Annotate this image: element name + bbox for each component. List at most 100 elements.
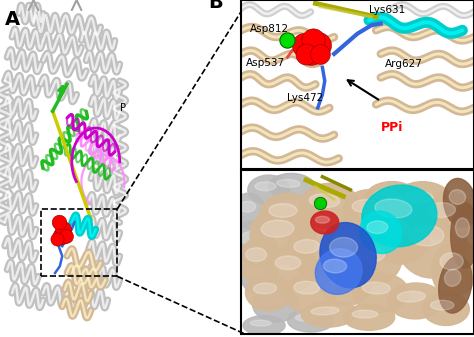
Point	[316, 200, 324, 206]
Ellipse shape	[269, 204, 297, 217]
Ellipse shape	[285, 229, 337, 275]
Ellipse shape	[246, 248, 266, 262]
Ellipse shape	[352, 200, 378, 212]
Ellipse shape	[375, 199, 412, 218]
Ellipse shape	[388, 283, 444, 319]
Text: Lys472: Lys472	[287, 93, 324, 103]
Ellipse shape	[379, 220, 410, 237]
Ellipse shape	[360, 211, 402, 253]
Ellipse shape	[320, 222, 376, 288]
Point	[316, 51, 324, 57]
Ellipse shape	[294, 240, 319, 253]
Ellipse shape	[343, 190, 395, 232]
Ellipse shape	[362, 185, 437, 247]
Text: Arg627: Arg627	[385, 59, 423, 69]
Ellipse shape	[456, 218, 469, 238]
Ellipse shape	[367, 221, 388, 234]
Ellipse shape	[250, 320, 271, 326]
Text: Asp812: Asp812	[250, 24, 289, 34]
Bar	[41, 209, 117, 276]
Text: Lys631: Lys631	[369, 5, 405, 16]
Point	[55, 220, 63, 225]
Ellipse shape	[445, 269, 461, 286]
Ellipse shape	[316, 216, 329, 223]
Ellipse shape	[260, 295, 283, 305]
Ellipse shape	[266, 245, 318, 291]
Ellipse shape	[311, 307, 339, 315]
Ellipse shape	[287, 309, 334, 332]
Ellipse shape	[362, 282, 390, 294]
Ellipse shape	[430, 300, 454, 310]
Ellipse shape	[323, 259, 346, 273]
Ellipse shape	[329, 273, 355, 286]
Ellipse shape	[352, 310, 378, 318]
Ellipse shape	[325, 218, 381, 270]
Ellipse shape	[285, 272, 337, 314]
Ellipse shape	[350, 236, 402, 284]
Ellipse shape	[239, 201, 255, 212]
Point	[307, 48, 315, 53]
Ellipse shape	[397, 209, 467, 278]
Ellipse shape	[444, 178, 474, 227]
Ellipse shape	[301, 301, 357, 327]
Ellipse shape	[299, 183, 360, 229]
Ellipse shape	[315, 249, 362, 294]
Text: A: A	[5, 10, 20, 29]
Ellipse shape	[329, 238, 357, 257]
Ellipse shape	[311, 211, 339, 234]
Point	[60, 226, 67, 232]
Text: PPi: PPi	[381, 121, 403, 134]
Point	[314, 43, 321, 48]
Point	[300, 43, 308, 48]
Ellipse shape	[334, 229, 362, 245]
Point	[54, 237, 61, 242]
Ellipse shape	[241, 258, 278, 295]
Ellipse shape	[449, 190, 465, 204]
Ellipse shape	[343, 304, 395, 330]
Ellipse shape	[294, 281, 319, 294]
Point	[62, 233, 70, 239]
Ellipse shape	[320, 263, 372, 306]
Point	[310, 38, 317, 43]
Point	[302, 51, 310, 57]
Ellipse shape	[254, 283, 277, 294]
Ellipse shape	[418, 191, 474, 240]
Ellipse shape	[359, 247, 385, 262]
Ellipse shape	[403, 191, 433, 204]
Ellipse shape	[238, 237, 281, 283]
Ellipse shape	[353, 273, 409, 312]
Ellipse shape	[255, 182, 276, 191]
Ellipse shape	[250, 207, 316, 264]
Ellipse shape	[269, 174, 315, 200]
Text: P: P	[119, 103, 126, 113]
Ellipse shape	[234, 193, 266, 229]
Ellipse shape	[253, 286, 299, 322]
Ellipse shape	[243, 316, 285, 335]
Ellipse shape	[248, 175, 290, 205]
Ellipse shape	[241, 232, 262, 245]
Ellipse shape	[439, 256, 472, 313]
Ellipse shape	[246, 275, 292, 311]
Ellipse shape	[259, 193, 315, 239]
Point	[57, 233, 65, 239]
Ellipse shape	[295, 314, 319, 321]
Ellipse shape	[310, 194, 340, 208]
Ellipse shape	[397, 291, 425, 302]
Ellipse shape	[440, 253, 463, 270]
Ellipse shape	[423, 293, 469, 326]
Ellipse shape	[261, 220, 294, 237]
Ellipse shape	[277, 179, 300, 187]
Ellipse shape	[428, 203, 456, 217]
Ellipse shape	[392, 182, 453, 224]
Ellipse shape	[247, 267, 266, 277]
Point	[283, 38, 291, 43]
Ellipse shape	[409, 225, 444, 246]
Ellipse shape	[365, 182, 420, 218]
Ellipse shape	[374, 190, 402, 201]
Text: Asp537: Asp537	[246, 58, 284, 68]
Ellipse shape	[451, 203, 474, 268]
Ellipse shape	[275, 256, 301, 270]
Ellipse shape	[432, 240, 474, 297]
Text: B: B	[208, 0, 223, 12]
Ellipse shape	[369, 207, 430, 264]
